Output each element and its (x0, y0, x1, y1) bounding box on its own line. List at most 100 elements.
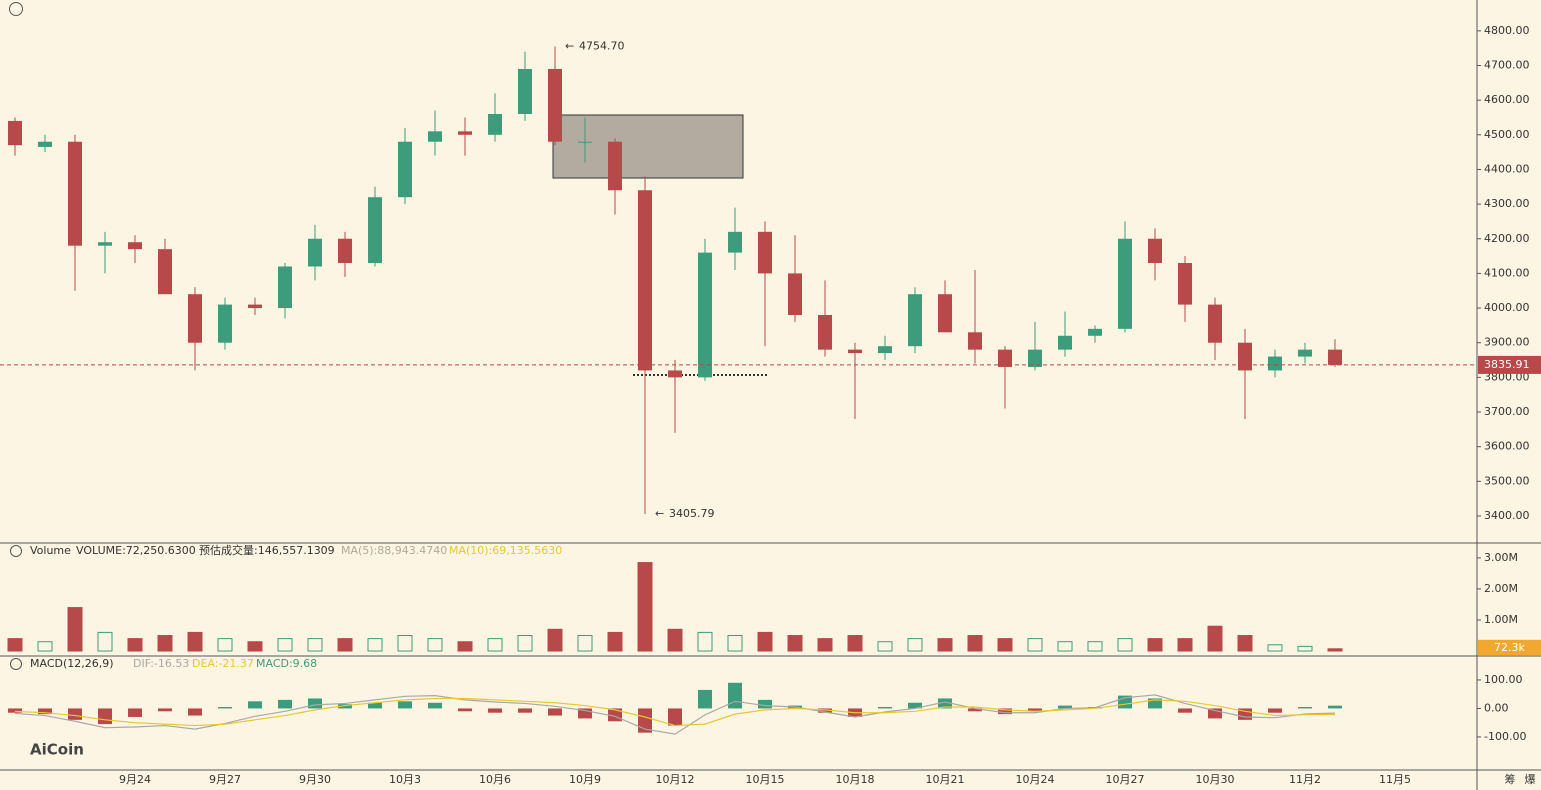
candle-body (398, 141, 412, 198)
candle-body (128, 242, 142, 250)
volume-bar (367, 638, 383, 652)
volume-bar (277, 638, 293, 652)
volume-bar (517, 635, 533, 652)
max-label: 4754.70 (579, 40, 625, 53)
x-tick-label: 9月27 (209, 773, 241, 786)
macd-bar (308, 698, 322, 709)
macd-bar (1058, 705, 1072, 709)
candle-body (728, 231, 742, 253)
volume-last-label: 72.3k (1494, 641, 1525, 654)
x-tick-label: 10月27 (1106, 773, 1145, 786)
volume-bar (1087, 641, 1103, 652)
collapse-button[interactable] (9, 2, 23, 16)
y-tick-label: -100.00 (1484, 730, 1526, 743)
y-tick-label: 4400.00 (1484, 162, 1530, 175)
volume-bar (1327, 648, 1343, 652)
current-price-label: 3835.91 (1484, 358, 1530, 371)
collapse-button[interactable] (10, 658, 22, 670)
candle-body (1118, 238, 1132, 329)
side-button[interactable]: 筹 (1505, 772, 1516, 786)
x-tick-label: 10月24 (1016, 773, 1055, 786)
macd-bar (938, 698, 952, 709)
y-tick-label: 4600.00 (1484, 93, 1530, 106)
macd-bar (578, 708, 592, 719)
candle-body (1088, 328, 1102, 336)
volume-bar (337, 638, 353, 652)
y-tick-label: 4100.00 (1484, 266, 1530, 279)
y-tick-label: 4200.00 (1484, 232, 1530, 245)
volume-bar (667, 628, 683, 652)
current-price-tag (1478, 355, 1541, 374)
volume-bar (7, 638, 23, 652)
y-tick-label: 3700.00 (1484, 405, 1530, 418)
y-tick-label: 100.00 (1484, 673, 1523, 686)
volume-bar (1117, 638, 1133, 652)
volume-bar (937, 638, 953, 652)
min-arrow: ← (655, 507, 664, 520)
candle-body (38, 141, 52, 147)
volume-bar (397, 635, 413, 652)
volume-bar (1207, 625, 1223, 652)
volume-bar (37, 641, 53, 652)
macd-bar (98, 708, 112, 725)
candle-body (608, 141, 622, 191)
y-tick-label: 1.00M (1484, 613, 1518, 626)
macd-bar (488, 708, 502, 713)
y-tick-label: 4500.00 (1484, 128, 1530, 141)
macd-bar (668, 708, 682, 726)
candle-body (1268, 356, 1282, 371)
collapse-button[interactable] (10, 545, 22, 557)
macd-bar (638, 708, 652, 733)
volume-bar (847, 635, 863, 652)
min-label: 3405.79 (669, 507, 715, 520)
candle-body (488, 114, 502, 135)
y-tick-label: 3900.00 (1484, 336, 1530, 349)
macd-bar (158, 708, 172, 712)
candle-body (878, 346, 892, 354)
candle-body (68, 141, 82, 246)
candle-body (8, 120, 22, 146)
macd-bar (878, 707, 892, 709)
volume-bar (997, 638, 1013, 652)
macd-bar (1298, 707, 1312, 709)
volume-bar (967, 635, 983, 652)
macd-bar (218, 707, 232, 709)
candle-body (758, 231, 772, 274)
volume-bar (97, 631, 113, 652)
x-tick-label: 10月15 (746, 773, 785, 786)
ma5-readout: MA(5):88,943.4740 (341, 544, 447, 557)
candle-body (218, 304, 232, 343)
x-tick-label: 10月3 (389, 773, 421, 786)
volume-bar (247, 641, 263, 652)
volume-bar (487, 638, 503, 652)
volume-bar (757, 631, 773, 652)
volume-bar (217, 638, 233, 652)
volume-bar (427, 638, 443, 652)
macd-bar (68, 708, 82, 720)
candle-body (458, 131, 472, 135)
macd-line (14, 694, 1336, 735)
macd-bar (1328, 705, 1342, 709)
side-button[interactable]: 爆 (1525, 772, 1536, 786)
candle-body (428, 131, 442, 142)
macd-bar (1028, 708, 1042, 712)
candle-body (1328, 349, 1342, 365)
candle-body (368, 197, 382, 264)
volume-bar (1267, 644, 1283, 652)
volume-bar (67, 607, 83, 652)
dea-readout: DEA:-21.37 (192, 657, 254, 670)
macd-bar (728, 682, 742, 709)
x-tick-label: 10月30 (1196, 773, 1235, 786)
candle-body (968, 332, 982, 350)
volume-bar (157, 635, 173, 652)
candle-body (578, 141, 592, 143)
candle-body (848, 349, 862, 354)
y-tick-label: 3400.00 (1484, 509, 1530, 522)
y-tick-label: 4800.00 (1484, 24, 1530, 37)
candle-body (548, 68, 562, 142)
x-tick-label: 11月5 (1379, 773, 1411, 786)
volume-bar (907, 638, 923, 652)
x-tick-label: 10月9 (569, 773, 601, 786)
